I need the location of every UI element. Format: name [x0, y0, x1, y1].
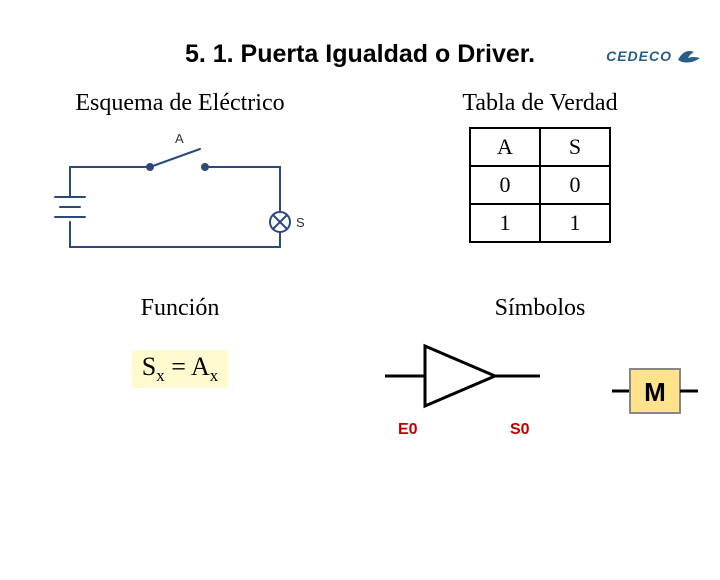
logo: CEDECO: [606, 46, 702, 66]
circuit-diagram: A S: [30, 127, 330, 267]
bird-icon: [676, 46, 702, 66]
function-formula: Sx = Ax: [132, 350, 228, 388]
truth-table: A S 0 0 1 1: [469, 127, 611, 243]
buffer-symbol: E0 S0: [380, 336, 550, 446]
truth-col-a: A: [470, 128, 540, 166]
truth-cell: 1: [540, 204, 610, 242]
lamp-label: S: [296, 215, 305, 230]
buffer-output-label: S0: [510, 421, 530, 438]
truth-cell: 1: [470, 204, 540, 242]
truth-cell: 0: [470, 166, 540, 204]
svg-text:M: M: [644, 377, 666, 407]
schematic-header: Esquema de Eléctrico: [0, 90, 360, 117]
switch-label: A: [175, 131, 184, 146]
function-header: Función: [0, 295, 360, 322]
truth-table-header: Tabla de Verdad: [360, 90, 720, 117]
logo-text: CEDECO: [606, 48, 672, 64]
symbols-header: Símbolos: [360, 295, 720, 322]
truth-cell: 0: [540, 166, 610, 204]
buffer-input-label: E0: [398, 421, 418, 438]
m-box-symbol: M: [610, 361, 700, 421]
truth-col-s: S: [540, 128, 610, 166]
